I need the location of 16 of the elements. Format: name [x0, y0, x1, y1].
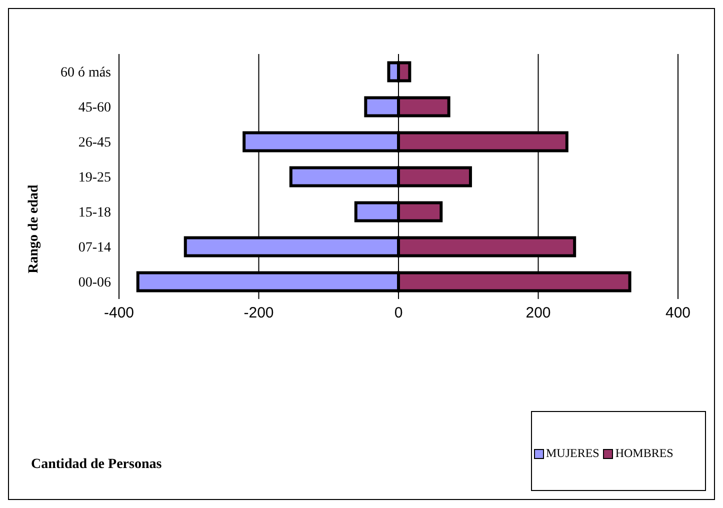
x-tick-label: 200: [526, 304, 551, 322]
legend-label: MUJERES: [545, 446, 600, 461]
y-tick-label: 60 ó más: [60, 65, 111, 80]
y-tick-label: 26-45: [78, 135, 111, 150]
x-tick-label: 400: [665, 304, 691, 322]
y-axis-title: Rango de edad: [26, 184, 42, 274]
x-tick-label: -400: [104, 304, 134, 322]
text: Cantidad de Personas: [31, 457, 162, 473]
legend-label: HOMBRES: [614, 446, 674, 461]
y-tick-label: 00-06: [78, 275, 111, 290]
x-tick-label: 0: [394, 304, 403, 322]
y-tick-label: 45-60: [78, 100, 111, 116]
y-tick-label: 19-25: [78, 170, 111, 186]
y-tick-label: 07-14: [78, 240, 111, 256]
y-tick-label: 15-18: [78, 205, 111, 220]
x-tick-label: -200: [244, 304, 274, 322]
